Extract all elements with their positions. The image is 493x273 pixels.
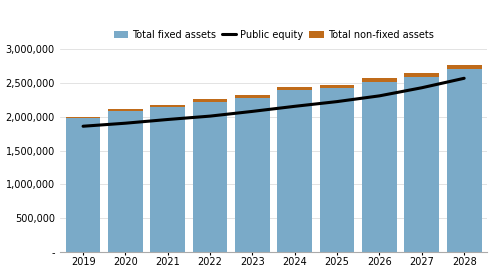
Bar [150,107,185,252]
Legend: Total fixed assets, Public equity, Total non-fixed assets: Total fixed assets, Public equity, Total… [109,26,438,43]
Public equity [122,121,128,125]
Bar [108,109,143,111]
Bar [362,78,397,82]
Public equity [292,105,298,108]
Bar [235,95,270,98]
Public equity [334,100,340,103]
Bar [193,102,227,252]
Bar [235,98,270,252]
Bar [447,70,482,252]
Bar [66,118,101,252]
Bar [320,88,354,252]
Bar [320,85,354,88]
Bar [108,111,143,252]
Bar [193,99,227,102]
Bar [362,82,397,252]
Bar [404,77,439,252]
Public equity [461,77,467,80]
Bar [278,90,312,252]
Bar [278,87,312,90]
Public equity [249,110,255,113]
Bar [66,117,101,118]
Public equity [377,94,383,97]
Bar [404,73,439,77]
Bar [150,105,185,107]
Public equity [207,114,213,118]
Public equity [165,118,171,121]
Bar [447,66,482,70]
Public equity [80,124,86,128]
Line: Public equity: Public equity [83,78,464,126]
Public equity [419,86,425,89]
